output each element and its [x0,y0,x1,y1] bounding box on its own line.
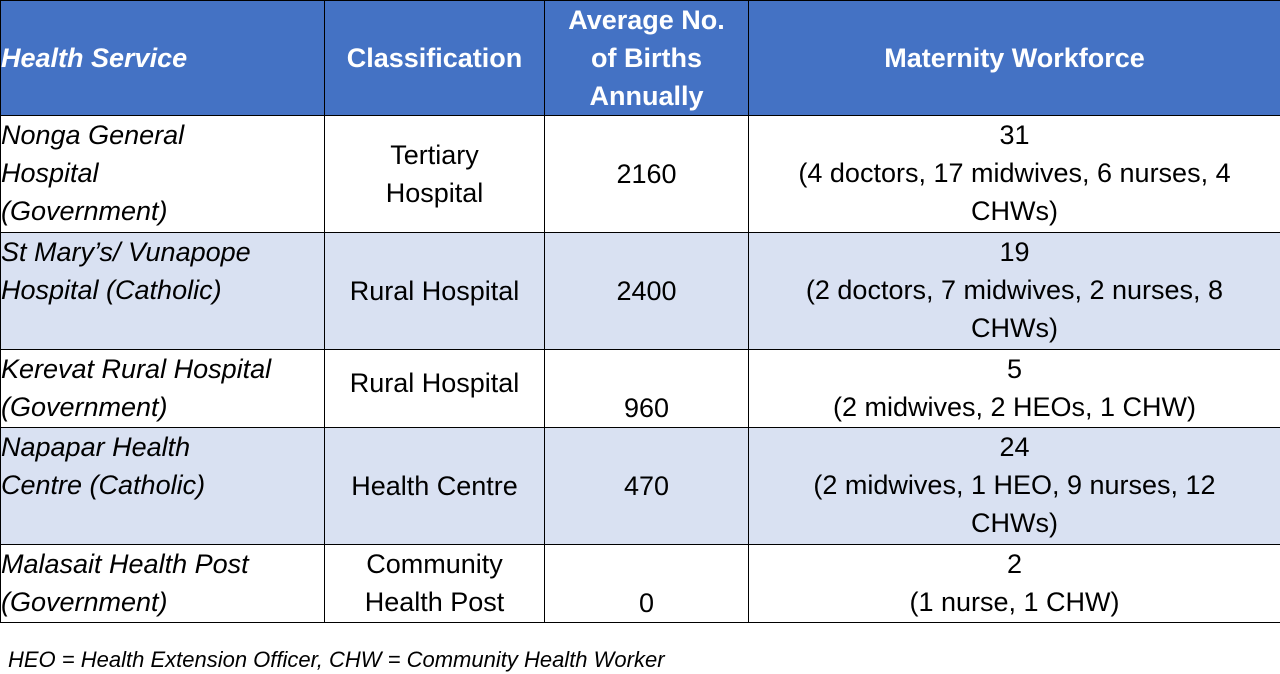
cell-line: CHWs) [971,196,1058,226]
cell-line: Rural Hospital [349,276,520,306]
classification-cell: Tertiary Hospital [324,115,545,233]
cell-line: Community [366,549,503,579]
classification-cell: Health Centre [324,427,545,545]
header-births-line: of Births [591,43,702,73]
cell-line: Kerevat Rural Hospital [1,354,272,384]
workforce-cell: 24 (2 midwives, 1 HEO, 9 nurses, 12 CHWs… [748,427,1280,545]
classification-cell: Rural Hospital [324,232,545,350]
classification-cell: Community Health Post [324,544,545,623]
cell-line: Tertiary [390,140,479,170]
table-row: Malasait Health Post (Government) Commun… [0,544,1280,623]
classification-cell: Rural Hospital [324,349,545,428]
workforce-cell: 5 (2 midwives, 2 HEOs, 1 CHW) [748,349,1280,428]
workforce-cell: 2 (1 nurse, 1 CHW) [748,544,1280,623]
births-cell: 0 [544,544,749,623]
cell-line: 31 [999,120,1030,150]
header-maternity-workforce: Maternity Workforce [748,0,1280,116]
header-classification: Classification [324,0,545,116]
cell-line: Malasait Health Post [1,549,249,579]
header-health-service: Health Service [0,0,325,116]
cell-line: (4 doctors, 17 midwives, 6 nurses, 4 [798,158,1231,188]
cell-line: Napapar Health [1,432,191,462]
workforce-cell: 19 (2 doctors, 7 midwives, 2 nurses, 8 C… [748,232,1280,350]
cell-line: Centre (Catholic) [1,470,206,500]
header-births-line: Average No. [568,5,725,35]
cell-line: St Mary’s/ Vunapope [1,237,251,267]
health-service-cell: Kerevat Rural Hospital (Government) [0,349,325,428]
cell-line: (2 midwives, 2 HEOs, 1 CHW) [832,392,1197,422]
births-cell: 470 [544,427,749,545]
cell-line: Health Post [364,587,505,617]
cell-line: Health Centre [351,471,518,501]
header-average-births: Average No. of Births Annually [544,0,749,116]
cell-line: (2 doctors, 7 midwives, 2 nurses, 8 [805,275,1224,305]
cell-line: (Government) [1,587,168,617]
births-cell: 2400 [544,232,749,350]
births-cell: 960 [544,349,749,428]
cell-line: Hospital (Catholic) [1,275,222,305]
table-row: Nonga General Hospital (Government) Tert… [0,115,1280,233]
cell-line: Nonga General [1,120,185,150]
health-service-cell: St Mary’s/ Vunapope Hospital (Catholic) [0,232,325,350]
header-births-line: Annually [589,81,704,111]
cell-line: 2 [1006,549,1023,579]
cell-line: 5 [1006,354,1023,384]
table-row: St Mary’s/ Vunapope Hospital (Catholic) … [0,232,1280,350]
cell-line: Hospital [385,178,484,208]
cell-line: Hospital [1,158,99,188]
cell-line: (1 nurse, 1 CHW) [909,587,1120,617]
table-row: Napapar Health Centre (Catholic) Health … [0,427,1280,545]
health-service-cell: Nonga General Hospital (Government) [0,115,325,233]
health-service-cell: Malasait Health Post (Government) [0,544,325,623]
cell-line: (2 midwives, 1 HEO, 9 nurses, 12 [813,470,1216,500]
cell-line: CHWs) [971,313,1058,343]
table-footnote: HEO = Health Extension Officer, CHW = Co… [8,647,665,672]
cell-line: 19 [999,237,1030,267]
table-row: Kerevat Rural Hospital (Government) Rura… [0,349,1280,428]
workforce-cell: 31 (4 doctors, 17 midwives, 6 nurses, 4 … [748,115,1280,233]
cell-line: 24 [999,432,1030,462]
births-cell: 2160 [544,115,749,233]
header-row: Health Service Classification Average No… [0,0,1280,116]
cell-line: Rural Hospital [349,368,520,398]
health-service-cell: Napapar Health Centre (Catholic) [0,427,325,545]
cell-line: (Government) [1,392,168,422]
cell-line: CHWs) [971,508,1058,538]
maternity-services-table: Health Service Classification Average No… [0,0,1280,623]
cell-line: (Government) [1,196,168,226]
